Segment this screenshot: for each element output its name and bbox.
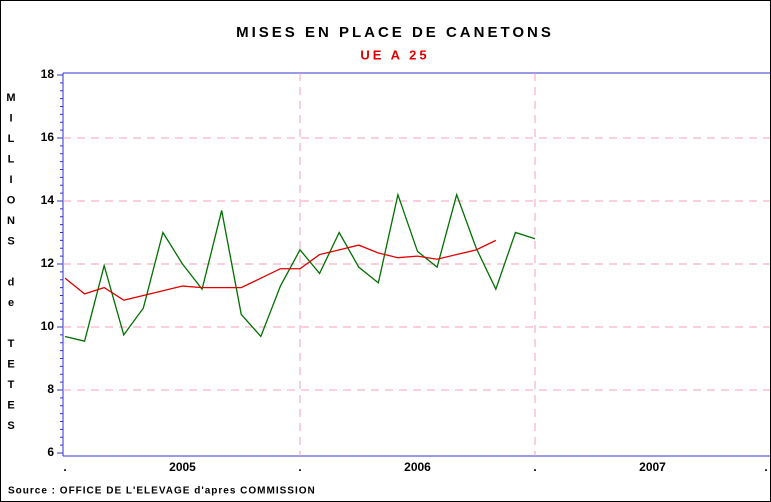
- line-series: [64, 192, 536, 342]
- y-tick-label: 18: [41, 67, 55, 81]
- y-axis-label: MILLIONS de TETES: [5, 92, 17, 441]
- chart-title: MISES EN PLACE DE CANETONS: [236, 24, 554, 41]
- line-series: [64, 239, 497, 301]
- x-tick-label: .: [533, 460, 536, 474]
- y-tick-label: 14: [41, 193, 55, 207]
- source: Source : OFFICE DE L'ELEVAGE d'apres COM…: [8, 486, 316, 497]
- x-tick-label: 2006: [404, 460, 431, 474]
- x-tick-label: 2005: [169, 460, 196, 474]
- y-tick-label: 6: [47, 445, 54, 459]
- y-tick-label: 10: [41, 319, 55, 333]
- y-tick-label: 12: [41, 256, 55, 270]
- chart-subtitle: UE A 25: [360, 47, 429, 62]
- x-tick-label: .: [298, 460, 301, 474]
- y-tick-label: 8: [47, 382, 54, 396]
- y-tick-label: 16: [41, 130, 55, 144]
- x-tick-label: .: [63, 460, 66, 474]
- x-tick-label: 2007: [639, 460, 666, 474]
- x-tick-label: .: [764, 460, 767, 474]
